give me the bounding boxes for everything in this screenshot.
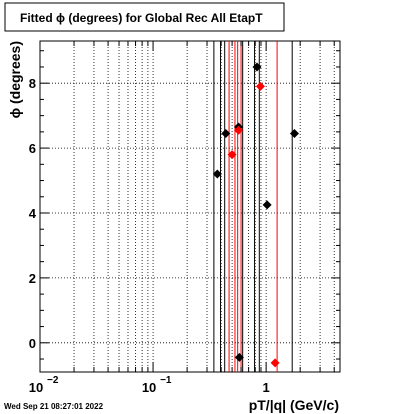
x-tick-exponent: −2 (47, 375, 59, 386)
chart-title: Fitted ϕ (degrees) for Global Rec All Et… (20, 11, 263, 25)
y-tick-label: 2 (29, 271, 36, 286)
data-point (252, 62, 262, 72)
y-tick-label: 4 (29, 206, 37, 221)
data-point (289, 128, 299, 138)
y-tick-label: 0 (29, 336, 36, 351)
x-tick-exponent: −1 (160, 375, 172, 386)
data-point (262, 200, 272, 210)
y-axis-label: ϕ (degrees) (7, 41, 23, 118)
error-lines (213, 41, 293, 372)
x-axis-label: pT/|q| (GeV/c) (249, 397, 339, 413)
data-point (234, 352, 244, 362)
axis-ticks (39, 41, 340, 372)
data-point (221, 128, 231, 138)
timestamp: Wed Sep 21 08:27:01 2022 (4, 402, 104, 411)
data-point (255, 81, 265, 91)
data-point (212, 169, 222, 179)
x-tick-label: 10 (142, 380, 156, 395)
data-points (212, 62, 299, 368)
y-tick-label: 6 (29, 141, 36, 156)
y-tick-label: 8 (29, 76, 36, 91)
x-tick-label: 1 (263, 380, 270, 395)
x-tick-label: 10 (29, 380, 43, 395)
data-point (234, 125, 244, 135)
title-box (4, 2, 285, 32)
data-point (270, 358, 280, 368)
data-point (227, 150, 237, 160)
